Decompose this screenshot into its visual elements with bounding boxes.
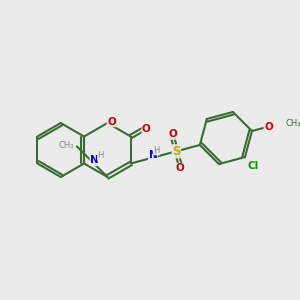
Text: H: H [98, 152, 104, 160]
Text: O: O [168, 129, 177, 139]
Text: Cl: Cl [248, 161, 259, 171]
Text: H: H [153, 146, 160, 155]
Text: O: O [107, 117, 116, 127]
Text: S: S [172, 145, 181, 158]
Text: N: N [148, 149, 157, 160]
Text: O: O [142, 124, 151, 134]
Text: CH₃: CH₃ [286, 119, 300, 128]
Text: N: N [90, 155, 99, 166]
Text: CH₃: CH₃ [59, 141, 74, 150]
Text: O: O [176, 163, 184, 173]
Text: O: O [264, 122, 273, 132]
